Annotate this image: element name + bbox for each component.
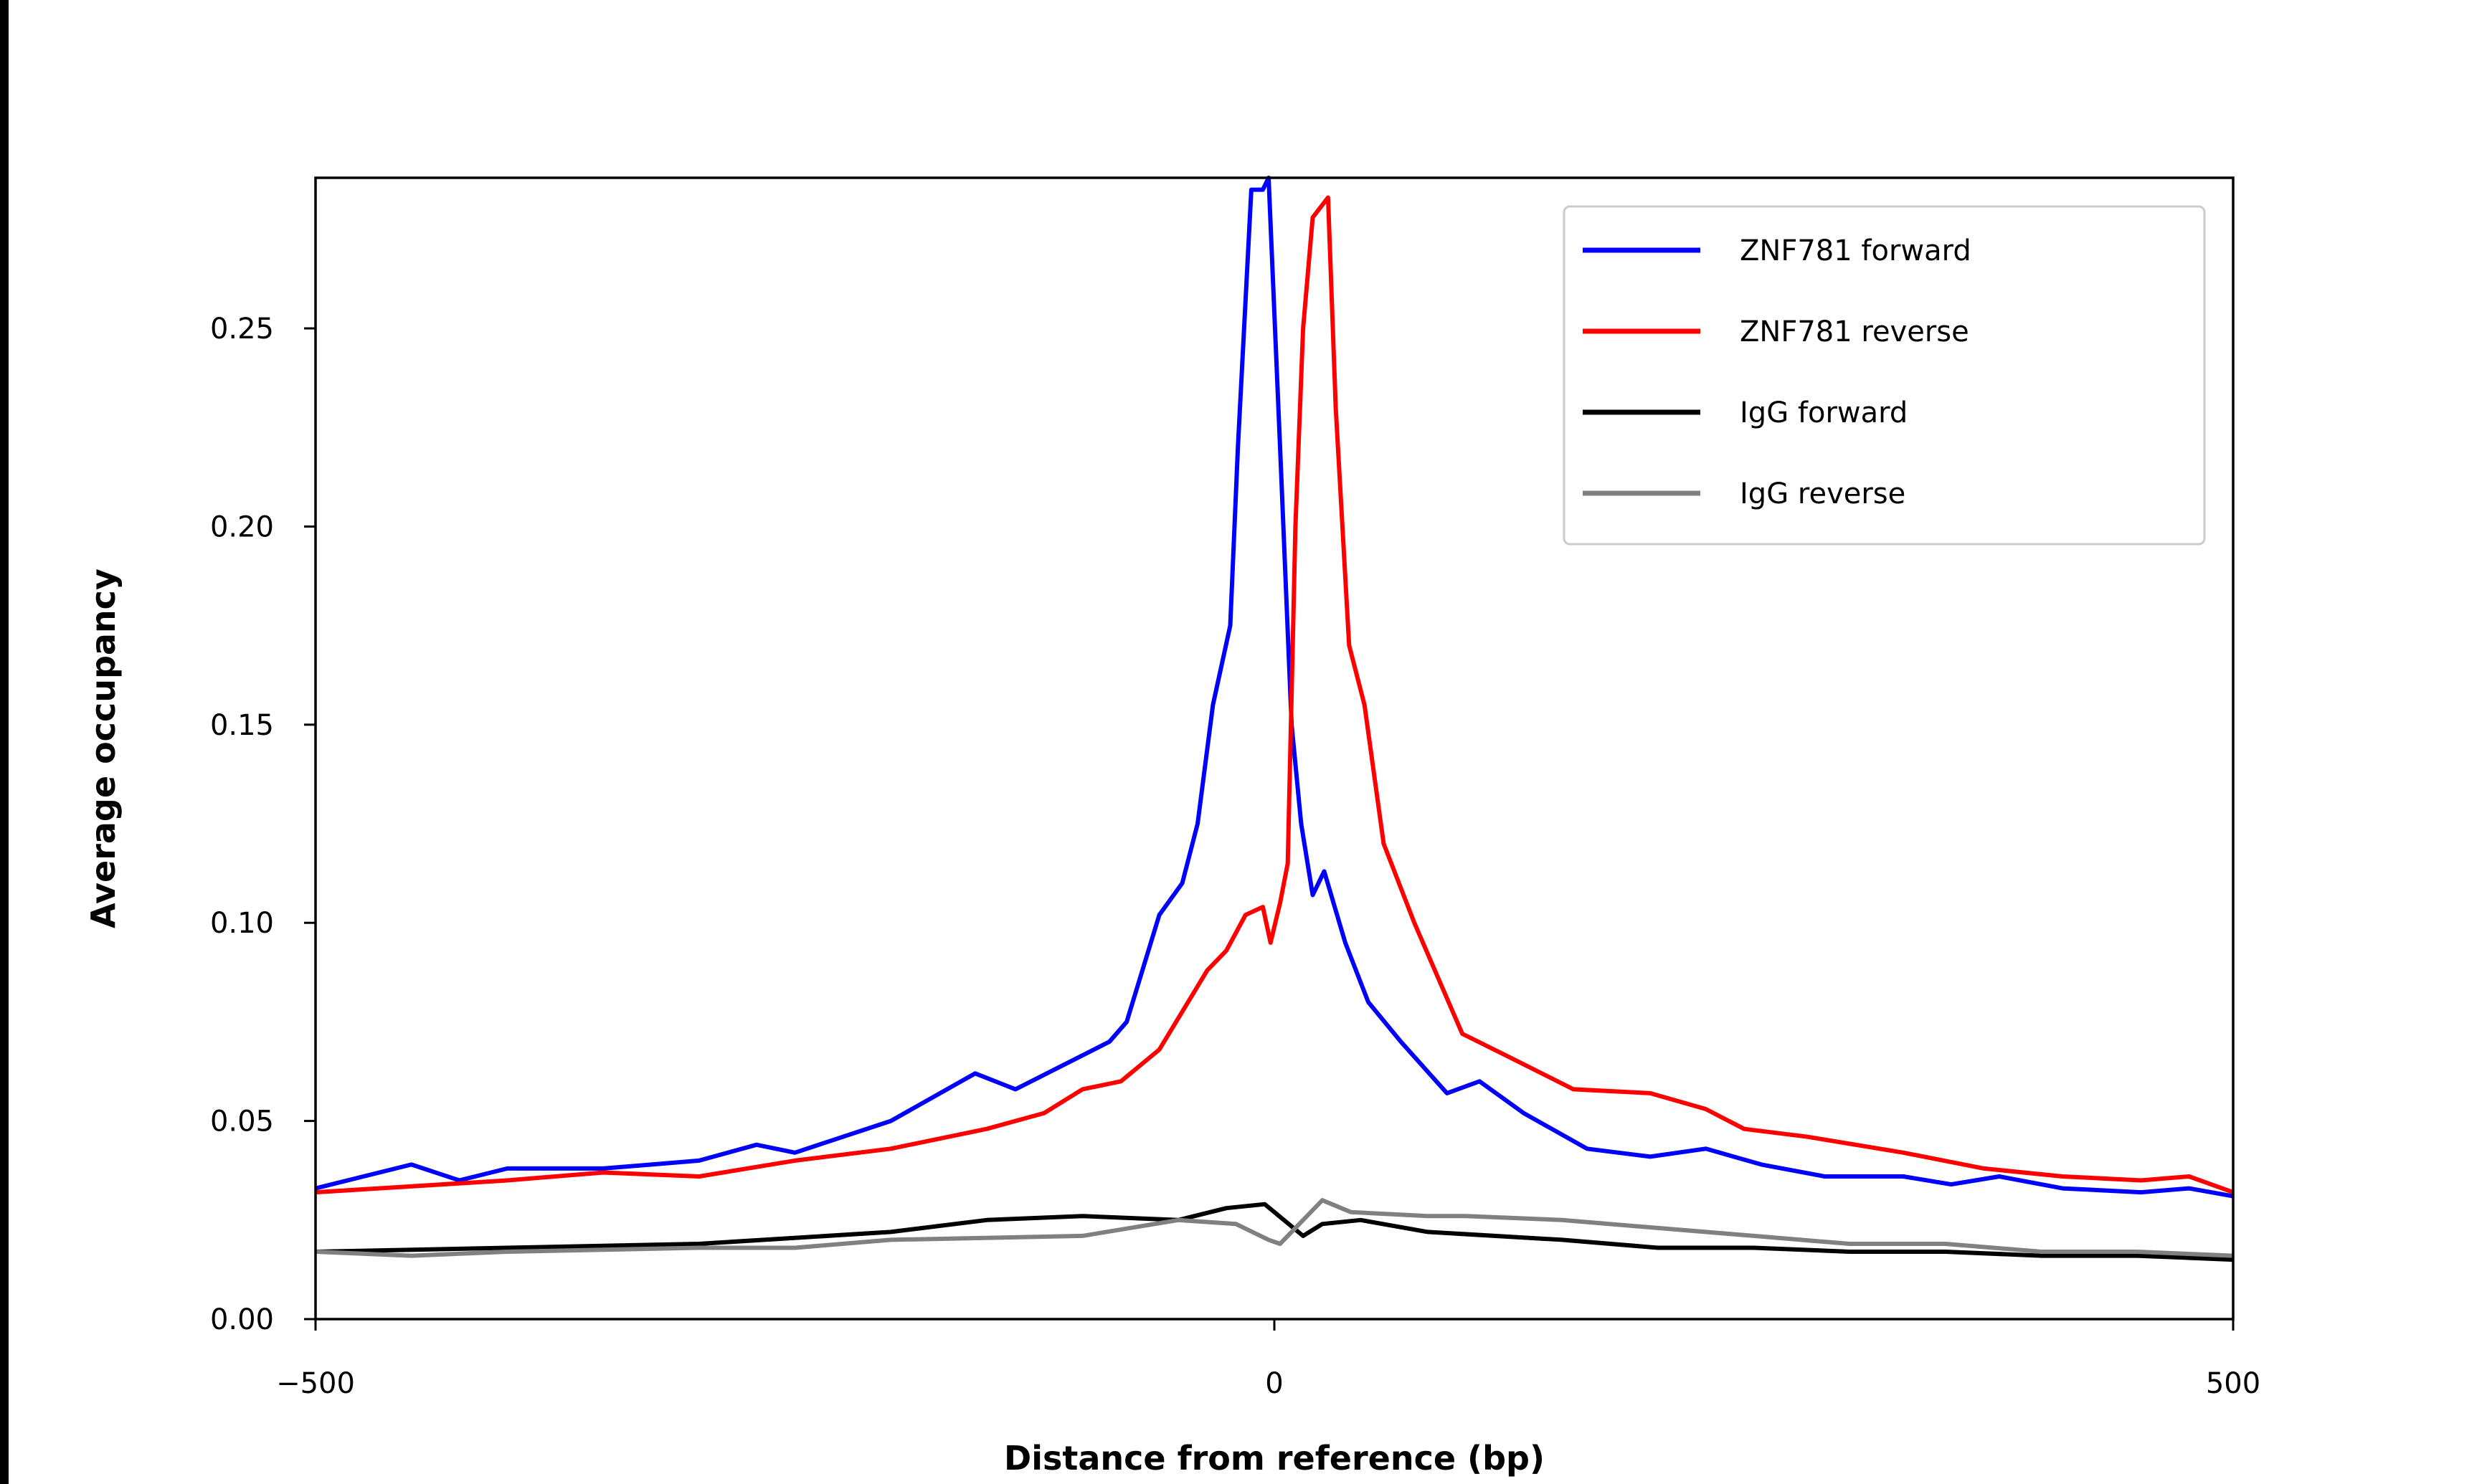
series-line-igg-reverse [315,1198,2234,1258]
series-layer [315,176,2235,1262]
series-line-znf781-forward [315,176,2234,1199]
x-tick-label: −500 [276,1367,355,1400]
legend-label: IgG forward [1740,396,1908,429]
x-tick-label: 500 [2206,1367,2260,1400]
y-tick-label: 0.20 [210,510,274,543]
legend-label: ZNF781 reverse [1740,315,1969,348]
y-tick-label: 0.05 [210,1105,274,1138]
legend-label: ZNF781 forward [1740,234,1971,267]
legend-box [1563,205,2206,546]
x-tick-label: 0 [1265,1367,1283,1400]
y-axis: 0.00 0.05 0.10 0.15 0.20 0.25 [210,313,316,1336]
y-tick-label: 0.15 [210,709,274,742]
y-tick-label: 0.25 [210,313,274,346]
series-line-znf781-reverse [315,195,2235,1195]
y-axis-label: Average occupancy [84,569,123,928]
y-tick-label: 0.00 [210,1303,274,1336]
left-edge-border [0,0,9,1484]
y-tick-label: 0.10 [210,907,274,940]
legend-label: IgG reverse [1740,477,1905,510]
series-line-igg-forward [315,1202,2234,1262]
x-axis-label: Distance from reference (bp) [1004,1439,1545,1478]
x-axis: −500 0 500 [276,1319,2260,1400]
legend: ZNF781 forward ZNF781 reverse IgG forward I… [1563,205,2206,546]
